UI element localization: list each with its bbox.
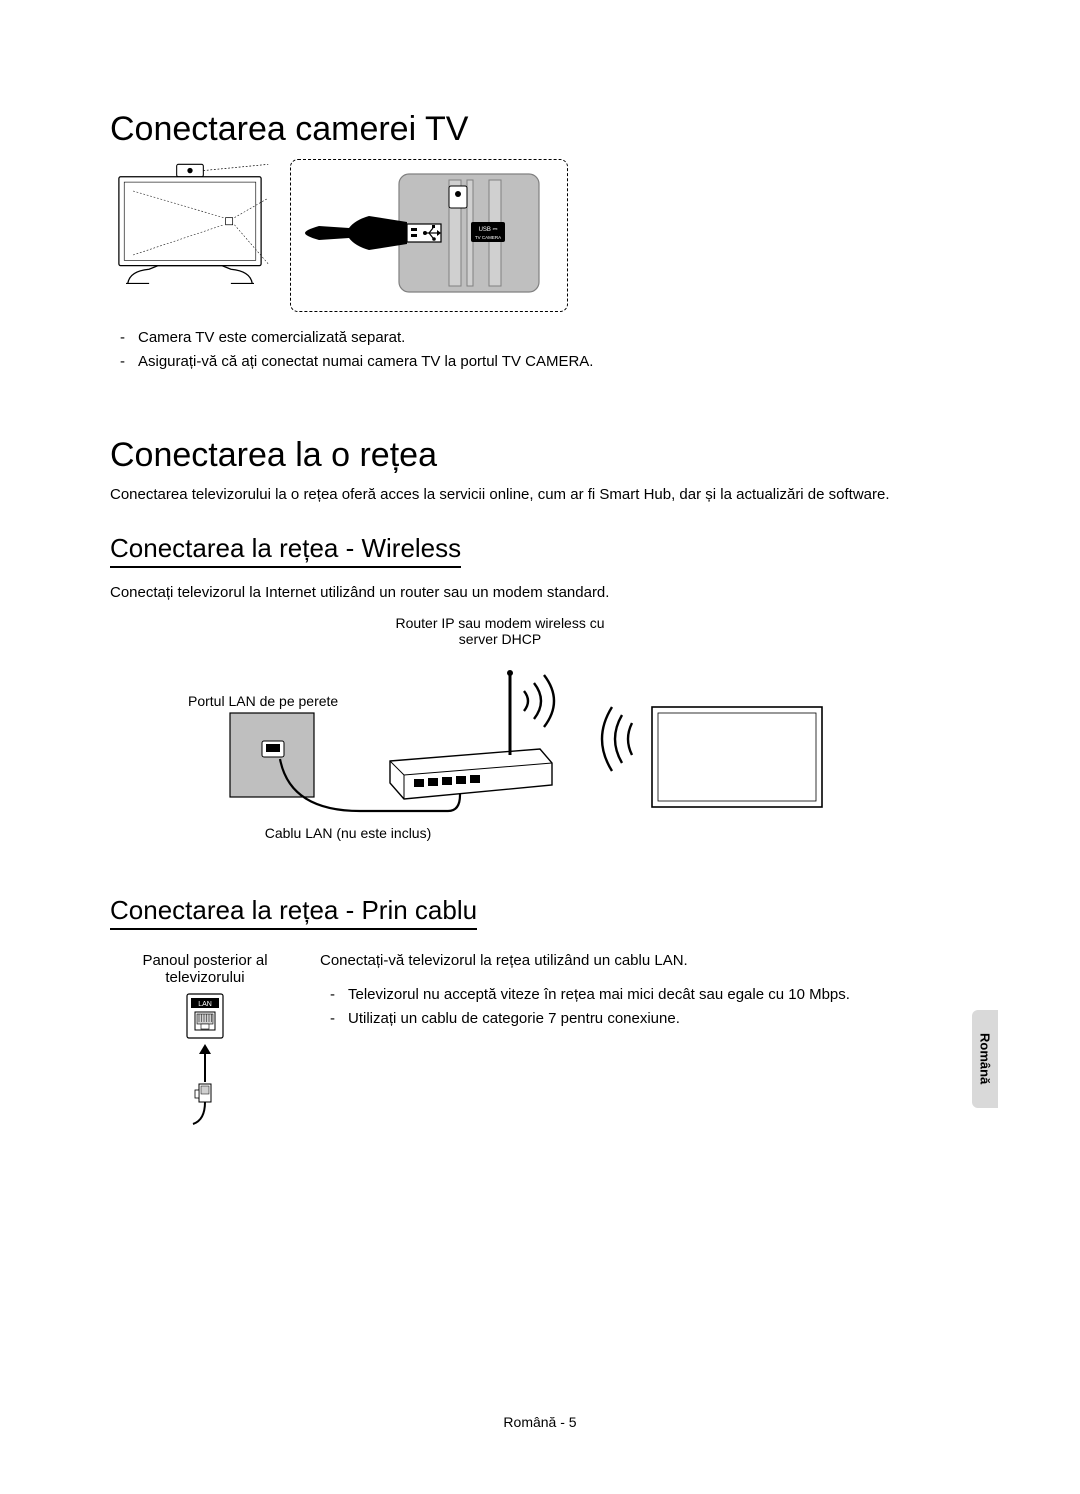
figure-wired-network: Panoul posterior al televizorului LAN: [110, 952, 970, 1132]
list-camera-notes: Camera TV este comercializată separat. A…: [110, 326, 970, 374]
note-item: Utilizați un cablu de categorie 7 pentru…: [348, 1007, 970, 1031]
label-wall-port: Portul LAN de pe perete: [188, 693, 368, 710]
label-lan: LAN: [198, 1001, 212, 1008]
label-tv-camera-port: TV CAMERA: [475, 235, 501, 240]
figure-usb-detail: USB ⎓ TV CAMERA: [290, 159, 568, 312]
label-tv-back-panel: Panoul posterior al televizorului: [110, 952, 300, 986]
heading-camera: Conectarea camerei TV: [110, 110, 970, 149]
page-footer: Română - 5: [0, 1414, 1080, 1430]
intro-network: Conectarea televizorului la o rețea ofer…: [110, 485, 970, 505]
desc-wireless: Conectați televizorul la Internet utiliz…: [110, 584, 970, 601]
figure-wireless-network: Router IP sau modem wireless cu server D…: [180, 615, 900, 845]
language-tab: Română: [972, 1010, 998, 1108]
note-item: Camera TV este comercializată separat.: [138, 326, 970, 350]
label-lan-cable: Cablu LAN (nu este inclus): [248, 825, 448, 842]
subheading-wired: Conectarea la rețea - Prin cablu: [110, 895, 477, 930]
label-router: Router IP sau modem wireless cu server D…: [380, 615, 620, 649]
list-wired-notes: Televizorul nu acceptă viteze în rețea m…: [320, 983, 970, 1031]
subheading-wireless: Conectarea la rețea - Wireless: [110, 533, 461, 568]
heading-network: Conectarea la o rețea: [110, 436, 970, 475]
language-tab-label: Română: [978, 1033, 993, 1084]
label-usb: USB ⎓: [479, 227, 498, 233]
note-item: Televizorul nu acceptă viteze în rețea m…: [348, 983, 970, 1007]
illustration-tv-with-camera: [110, 159, 270, 292]
figure-tv-camera: USB ⎓ TV CAMERA: [110, 159, 970, 312]
note-item: Asigurați-vă că ați conectat numai camer…: [138, 350, 970, 374]
manual-page: Conectarea camerei TV: [0, 0, 1080, 1494]
desc-wired: Conectați-vă televizorul la rețea utiliz…: [320, 952, 970, 969]
